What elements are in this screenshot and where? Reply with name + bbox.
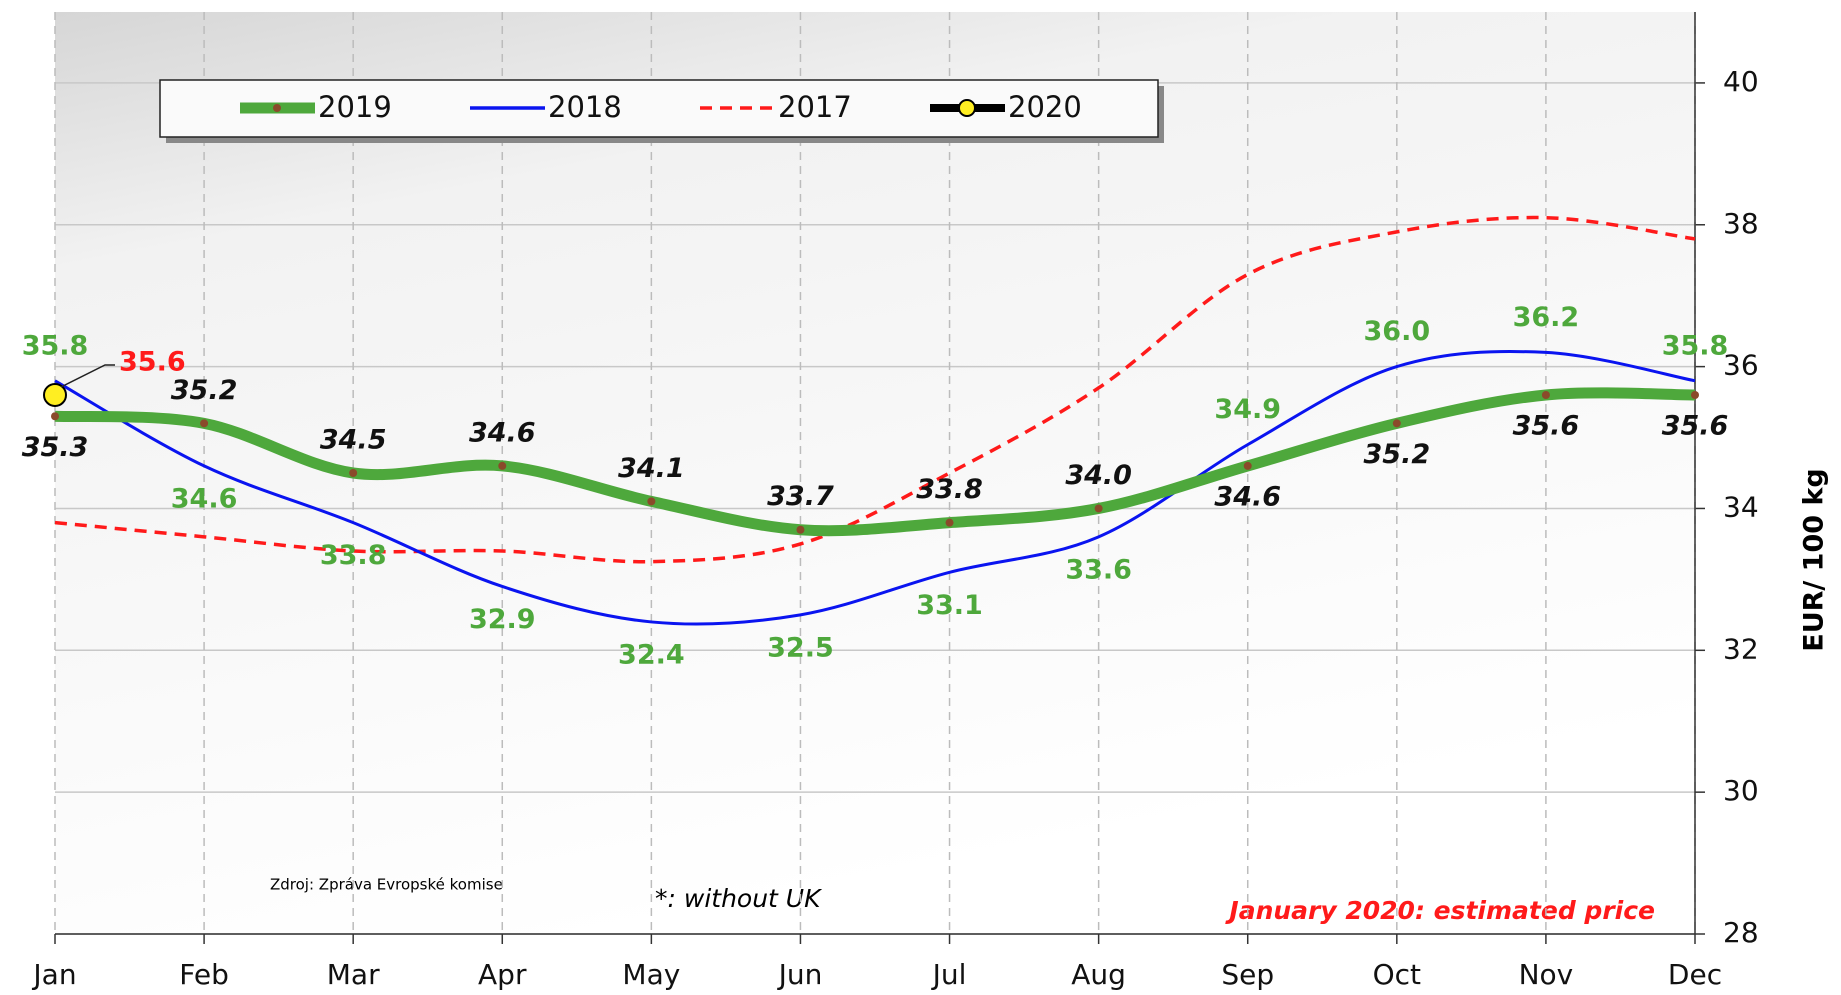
data-label: 33.8	[916, 474, 983, 505]
point	[945, 518, 954, 527]
legend-marker	[958, 99, 976, 117]
legend-label: 2018	[548, 90, 622, 124]
data-label: 35.6	[1513, 410, 1580, 441]
x-tick-label: May	[622, 958, 680, 991]
data-label: 32.5	[767, 632, 834, 663]
point	[349, 469, 358, 477]
point	[200, 419, 209, 428]
x-tick-label: Mar	[327, 958, 380, 991]
data-label: 35.3	[22, 432, 89, 463]
estimate-note: January 2020: estimated price	[1224, 896, 1655, 925]
point	[498, 461, 507, 470]
data-label: 34.9	[1214, 394, 1281, 425]
x-tick-label: Jun	[777, 958, 823, 991]
x-tick-label: Jul	[931, 958, 967, 991]
legend-label: 2019	[318, 90, 392, 124]
x-tick-label: Feb	[179, 958, 229, 991]
x-tick-label: Aug	[1071, 958, 1126, 991]
series-line	[54, 215, 1696, 564]
y-tick-label: 28	[1723, 916, 1759, 949]
plot-area	[55, 12, 1695, 934]
data-label: 34.5	[320, 425, 387, 456]
data-label: 34.0	[1065, 460, 1132, 491]
note: *: without UK	[655, 884, 823, 913]
data-label: 32.9	[469, 604, 536, 635]
point	[1541, 390, 1550, 399]
y-tick-label: 30	[1723, 774, 1759, 807]
x-tick-label: Nov	[1519, 958, 1574, 991]
x-tick-label: Jan	[31, 958, 76, 991]
x-tick-label: Apr	[478, 958, 527, 991]
data-label: 34.6	[1214, 481, 1281, 512]
data-label: 35.2	[1364, 439, 1431, 470]
x-tick-label: Dec	[1668, 958, 1722, 991]
data-label: 35.8	[1662, 330, 1729, 361]
data-label: 34.6	[171, 483, 238, 514]
legend-marker	[273, 104, 281, 112]
point	[1392, 419, 1401, 428]
point	[1243, 461, 1252, 470]
point	[1691, 390, 1699, 399]
data-label: 36.0	[1364, 316, 1431, 347]
series-line	[54, 387, 1696, 537]
data-label: 33.1	[916, 590, 983, 621]
point	[647, 497, 656, 506]
y-axis-title: EUR/ 100 kg	[1799, 468, 1830, 651]
y-tick-label: 40	[1723, 65, 1759, 98]
data-label: 34.6	[469, 417, 536, 448]
point	[1094, 504, 1103, 513]
data-label: 32.4	[618, 639, 685, 670]
series-line	[54, 349, 1696, 626]
data-label: 35.6	[119, 346, 186, 377]
point	[796, 525, 805, 534]
point	[51, 412, 59, 421]
source-note: Zdroj: Zpráva Evropské komise	[270, 876, 503, 894]
legend-label: 2017	[778, 90, 852, 124]
y-tick-label: 36	[1723, 349, 1759, 382]
data-label: 34.1	[618, 453, 685, 484]
x-tick-label: Oct	[1373, 958, 1421, 991]
y-tick-label: 32	[1723, 632, 1759, 665]
data-label: 33.7	[767, 481, 834, 512]
leader-line	[60, 364, 115, 388]
y-tick-label: 34	[1723, 490, 1759, 523]
y-tick-label: 38	[1723, 207, 1759, 240]
legend-label: 2020	[1008, 90, 1082, 124]
data-label: 35.2	[171, 375, 238, 406]
data-label: 36.2	[1513, 302, 1580, 333]
data-label: 35.8	[22, 330, 89, 361]
data-label: 33.6	[1065, 554, 1132, 585]
x-tick-label: Sep	[1221, 958, 1274, 991]
data-label: 33.8	[320, 540, 387, 571]
point	[43, 382, 67, 407]
data-label: 35.6	[1662, 410, 1729, 441]
